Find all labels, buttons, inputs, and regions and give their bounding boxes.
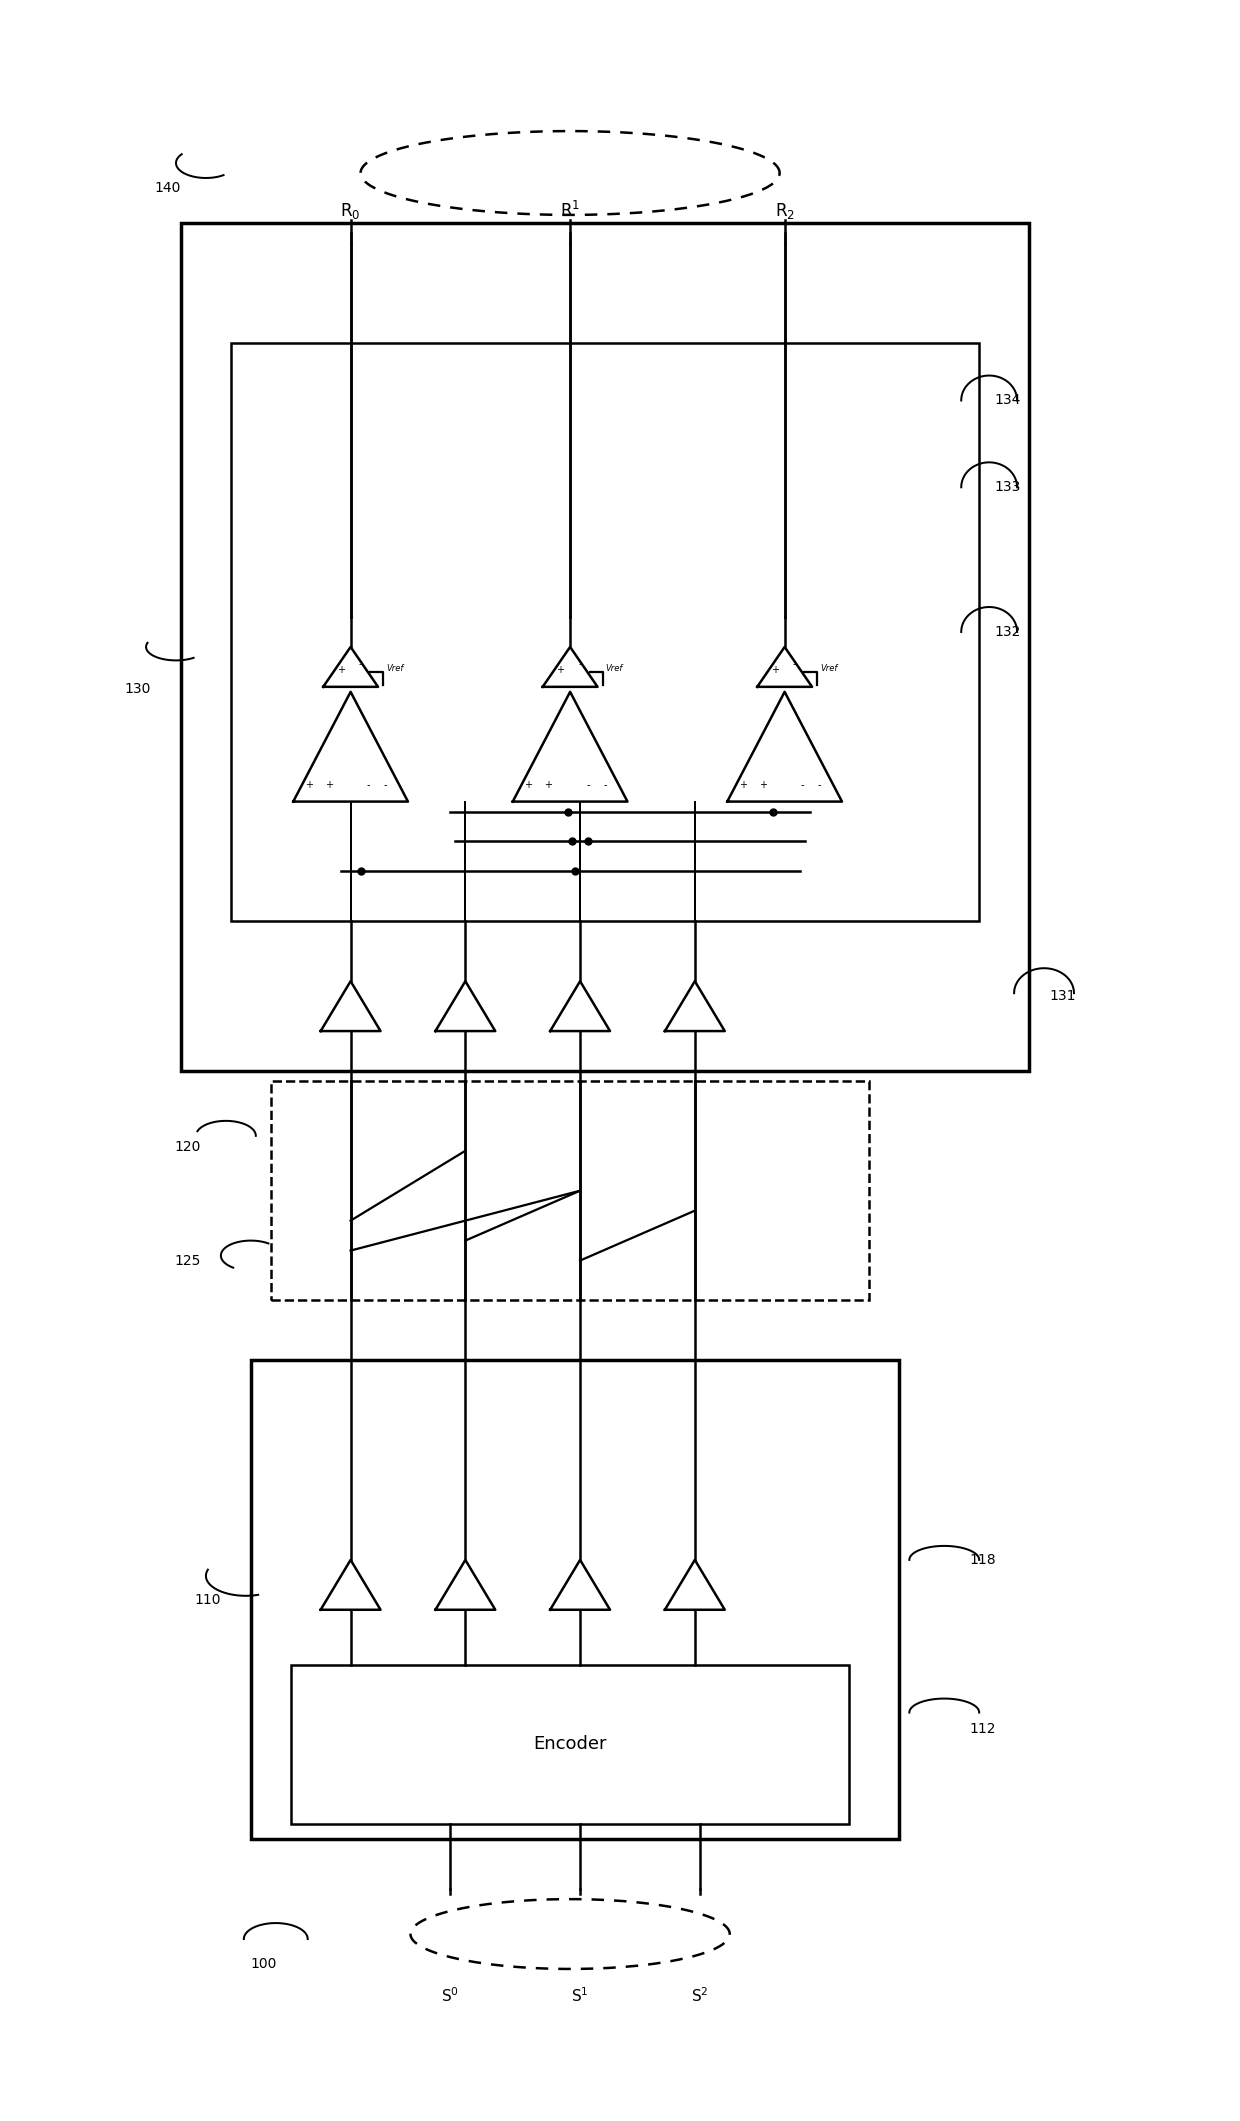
Polygon shape [543, 647, 598, 687]
Text: 112: 112 [970, 1722, 996, 1735]
Text: 140: 140 [155, 180, 181, 195]
Bar [231, 344, 980, 921]
Text: -: - [604, 781, 606, 789]
Polygon shape [321, 982, 381, 1031]
Text: S$^1$: S$^1$ [572, 1987, 589, 2004]
Polygon shape [665, 1559, 724, 1610]
Text: S$^0$: S$^0$ [441, 1987, 459, 2004]
Text: +: + [525, 781, 532, 789]
Text: 120: 120 [175, 1139, 201, 1154]
Polygon shape [727, 691, 842, 802]
Text: Encoder: Encoder [533, 1735, 606, 1754]
Text: 131: 131 [1049, 988, 1075, 1003]
Text: Vref: Vref [605, 664, 622, 672]
Text: Vref: Vref [820, 664, 837, 672]
Text: +: + [759, 781, 766, 789]
Polygon shape [551, 1559, 610, 1610]
Polygon shape [321, 1559, 381, 1610]
Text: +: + [739, 781, 746, 789]
Text: 130: 130 [125, 683, 151, 696]
Polygon shape [758, 647, 812, 687]
Polygon shape [513, 691, 627, 802]
Text: R$_2$: R$_2$ [775, 201, 795, 221]
Polygon shape [324, 647, 378, 687]
Polygon shape [435, 1559, 495, 1610]
Text: Vref: Vref [386, 664, 403, 672]
Text: 134: 134 [994, 395, 1021, 407]
Bar [181, 223, 1029, 1071]
Text: +: + [770, 664, 779, 674]
Text: -: - [358, 660, 362, 668]
Text: +: + [325, 781, 332, 789]
Text: +: + [556, 664, 564, 674]
Text: -: - [367, 781, 371, 789]
Text: -: - [792, 660, 796, 668]
Text: S$^2$: S$^2$ [691, 1987, 708, 2004]
Text: 125: 125 [175, 1254, 201, 1268]
Bar [290, 1665, 849, 1824]
Text: 118: 118 [970, 1553, 996, 1567]
Text: -: - [587, 781, 590, 789]
Text: +: + [336, 664, 345, 674]
Text: 132: 132 [994, 626, 1021, 638]
Text: 110: 110 [195, 1593, 221, 1608]
Polygon shape [551, 982, 610, 1031]
Text: -: - [801, 781, 805, 789]
Bar [270, 1082, 869, 1300]
Bar [250, 1360, 899, 1839]
Text: 100: 100 [250, 1958, 278, 1970]
Text: +: + [544, 781, 552, 789]
Text: +: + [305, 781, 312, 789]
Polygon shape [665, 982, 724, 1031]
Text: -: - [383, 781, 387, 789]
Polygon shape [435, 982, 495, 1031]
Text: R$^1$: R$^1$ [560, 201, 580, 221]
Text: R$_0$: R$_0$ [341, 201, 361, 221]
Polygon shape [293, 691, 408, 802]
Text: -: - [818, 781, 821, 789]
Text: -: - [578, 660, 582, 668]
Text: 133: 133 [994, 479, 1021, 494]
